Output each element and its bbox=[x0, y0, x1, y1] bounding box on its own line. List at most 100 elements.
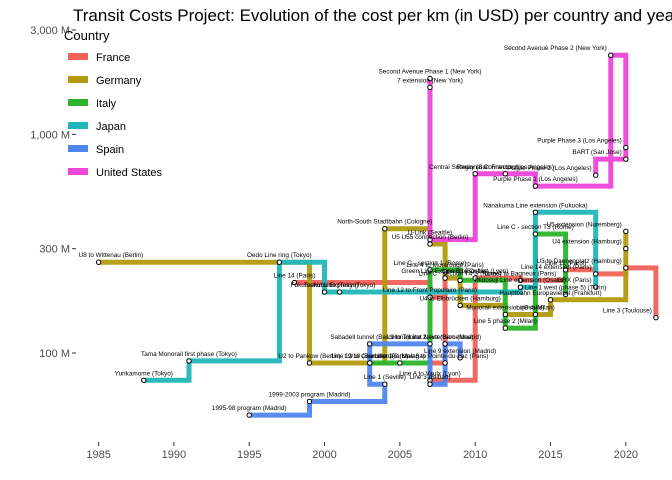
point-label: Line C - section T4-S (Rome) bbox=[419, 270, 502, 277]
point-label: BART (San Jose) bbox=[572, 149, 622, 156]
data-point bbox=[427, 341, 433, 347]
x-tick-label: 2020 bbox=[614, 449, 638, 461]
x-axis: 1985 1990 1995 2000 2005 2010 2015 2020 bbox=[86, 442, 638, 461]
point-label: Hauptbahn Europaviertel (Frankfurt) bbox=[499, 290, 601, 297]
point-label: Line 5 phase 2 (Milan) bbox=[474, 318, 537, 325]
point-label: Midosuji Line extension (Osaka) bbox=[475, 277, 566, 284]
point-label: Line C - section T3 (Rome) bbox=[497, 224, 574, 231]
x-tick-label: 2010 bbox=[463, 449, 487, 461]
y-tick-label: 300 M bbox=[39, 244, 70, 256]
data-point bbox=[367, 360, 373, 366]
data-point bbox=[502, 325, 509, 331]
chart-title: Transit Costs Project: Evolution of the … bbox=[73, 6, 672, 25]
data-point bbox=[306, 398, 313, 405]
data-point bbox=[442, 360, 448, 366]
x-tick-label: 1985 bbox=[86, 449, 110, 461]
point-label: Line 1 (Seville) bbox=[364, 374, 406, 381]
data-point bbox=[321, 289, 328, 295]
point-label: Line 3 (Toulouse) bbox=[603, 308, 652, 315]
point-label: Line 3 (Bilbao) bbox=[409, 374, 450, 381]
point-label: Line 13 to Courtilles (Paris) bbox=[331, 353, 408, 360]
legend-swatch-united-states bbox=[68, 168, 88, 175]
data-point bbox=[336, 289, 343, 295]
point-label: Second Avenue Phase 1 (New York) bbox=[379, 69, 482, 76]
legend-label-spain: Spain bbox=[96, 144, 124, 156]
point-label: U8 to Wittenau (Berlin) bbox=[79, 252, 144, 259]
data-point bbox=[592, 284, 599, 290]
point-label: Line C - section 1 (Rome) bbox=[394, 260, 467, 267]
data-point bbox=[457, 355, 463, 361]
point-label: Green Line Extension (Boston) bbox=[401, 268, 488, 275]
legend-label-france: France bbox=[96, 52, 130, 64]
data-point bbox=[186, 358, 192, 364]
point-label: U5 U55 connection (Berlin) bbox=[392, 234, 469, 241]
legend-swatch-italy bbox=[68, 99, 88, 106]
legend-swatch-germany bbox=[68, 76, 88, 83]
x-tick-label: 1995 bbox=[237, 449, 261, 461]
data-point bbox=[276, 259, 283, 265]
point-label: Line 1-2 (Malaga) bbox=[375, 353, 425, 360]
data-point bbox=[547, 297, 554, 303]
point-label: Line 8 to Pointe-du-Lac (Paris) bbox=[402, 353, 489, 360]
legend-label-japan: Japan bbox=[96, 121, 126, 133]
data-point bbox=[472, 275, 478, 281]
point-labels: Line 14 (Paris) Line 12 to Front Populair… bbox=[79, 45, 652, 412]
data-point bbox=[608, 52, 614, 58]
data-point bbox=[427, 381, 433, 387]
data-point bbox=[457, 277, 463, 283]
point-label: Purple Phase 3 (Los Angeles) bbox=[537, 138, 622, 145]
legend-swatch-spain bbox=[68, 145, 88, 152]
data-point bbox=[427, 75, 433, 82]
point-label: Nanakuma Line extension (Fukuoka) bbox=[483, 202, 587, 209]
point-label: Line 4 to Montrouge (Paris) bbox=[406, 262, 483, 269]
data-point bbox=[457, 302, 463, 309]
data-point bbox=[517, 277, 524, 283]
point-label: 1999-2003 program (Madrid) bbox=[269, 391, 351, 398]
plot-panel bbox=[98, 52, 659, 418]
data-point bbox=[141, 377, 147, 384]
data-point bbox=[517, 284, 524, 290]
data-point bbox=[442, 275, 448, 281]
x-tick-label: 2000 bbox=[312, 449, 336, 461]
point-label: Line 14 (Paris) bbox=[274, 273, 316, 280]
data-point bbox=[653, 315, 659, 321]
point-label: GRX (Paris) bbox=[557, 277, 591, 284]
data-point bbox=[306, 360, 313, 366]
data-point bbox=[442, 269, 448, 275]
data-point bbox=[427, 241, 433, 247]
series-line-japan bbox=[143, 209, 599, 383]
data-point bbox=[532, 311, 539, 318]
y-tick-label: 100 M bbox=[39, 348, 70, 360]
data-point bbox=[592, 271, 599, 277]
y-tick-label: 3,000 M bbox=[30, 25, 70, 37]
data-point bbox=[532, 183, 539, 189]
point-label: Oedo Line ring (Tokyo) bbox=[247, 252, 312, 259]
data-point bbox=[95, 259, 102, 265]
legend-swatch-france bbox=[68, 53, 88, 60]
x-tick-label: 1990 bbox=[162, 449, 186, 461]
x-tick-label: 2005 bbox=[388, 449, 412, 461]
point-label: L9/10 (Barcelona) bbox=[344, 353, 395, 360]
point-label: Line B to Oullins (Lyon) bbox=[442, 268, 508, 275]
data-point bbox=[623, 245, 629, 252]
point-label: Line 12 to Front Populaire (Paris) bbox=[383, 287, 477, 294]
data-point bbox=[623, 228, 629, 235]
data-point bbox=[562, 291, 569, 298]
point-label: Line 4 to Bagneux (Paris) bbox=[484, 270, 556, 277]
point-label: U3 to Dannenplatz (Hamburg) bbox=[537, 258, 622, 265]
point-label: Line 4 (Milan) bbox=[516, 304, 555, 311]
point-label: U2 to Pankow (Berlin) bbox=[278, 353, 340, 360]
data-point bbox=[427, 294, 433, 300]
point-label: Purple Phase 2 (Los Angeles) bbox=[507, 165, 592, 172]
point-label: Line 11 (Paris) bbox=[545, 260, 586, 267]
data-point bbox=[623, 265, 629, 271]
point-label: U4 extension (Hamburg) bbox=[552, 239, 622, 246]
point-label: Sabadell tunnel (Barcelona) bbox=[330, 334, 409, 341]
point-label: 7 extension (New York) bbox=[397, 77, 463, 84]
data-point bbox=[382, 381, 388, 387]
data-point bbox=[246, 412, 252, 418]
data-point bbox=[291, 279, 298, 286]
data-point bbox=[532, 231, 539, 237]
data-point bbox=[472, 171, 478, 177]
